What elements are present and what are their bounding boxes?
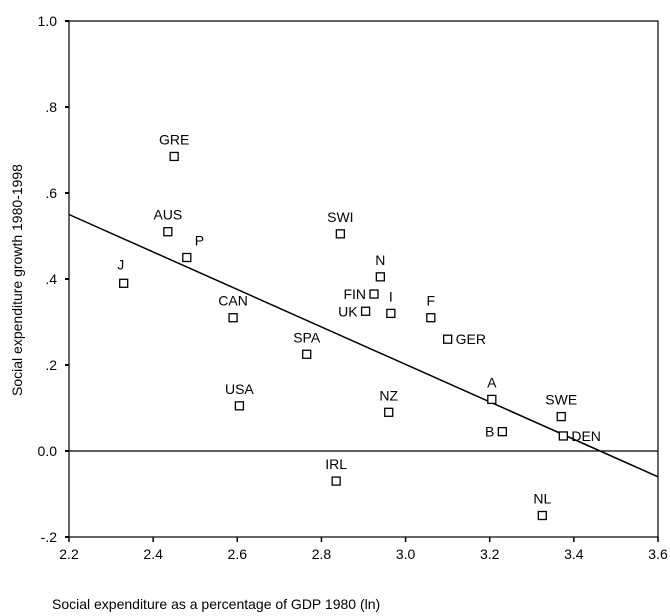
point-label-swi: SWI — [327, 209, 353, 225]
fit-line-layer — [68, 213, 659, 478]
y-tick-label: 1.0 — [38, 13, 58, 29]
point-label-nl: NL — [533, 491, 551, 507]
point-label-uk: UK — [338, 303, 358, 319]
x-tick-label: 3.2 — [480, 546, 500, 562]
data-point-nz — [384, 407, 394, 417]
data-point-b — [497, 426, 507, 437]
point-label-irl: IRL — [325, 456, 347, 472]
x-tick-label: 3.4 — [564, 546, 584, 562]
plot-frame — [68, 20, 659, 538]
data-point-nl — [537, 510, 547, 521]
y-axis-title: Social expenditure growth 1980-1998 — [9, 164, 25, 396]
data-point-swi — [335, 229, 346, 239]
y-tick-label: 0.0 — [38, 443, 58, 459]
data-point-irl — [331, 476, 341, 486]
point-label-can: CAN — [218, 293, 248, 309]
x-axis-title: Social expenditure as a percentage of GD… — [52, 596, 380, 612]
x-tick-label: 2.6 — [228, 546, 248, 562]
regression-line — [68, 213, 659, 478]
point-label-aus: AUS — [153, 207, 182, 223]
data-point-fin — [369, 289, 379, 299]
point-label-nz: NZ — [379, 387, 398, 403]
point-label-b: B — [485, 424, 494, 440]
x-tick-label: 2.4 — [143, 546, 163, 562]
x-tick-label: 2.2 — [59, 546, 79, 562]
y-tick-label: .8 — [45, 99, 57, 115]
point-label-j: J — [117, 256, 124, 272]
data-point-spa — [302, 349, 312, 359]
data-point-f — [426, 313, 436, 323]
x-axis-ticks: 2.2 2.4 2.6 2.8 3.0 3.2 3.4 3.6 — [59, 537, 668, 562]
point-label-i: I — [389, 288, 393, 304]
y-axis-ticks: -.2 0.0 .2 .4 .6 .8 1.0 — [38, 13, 69, 545]
x-tick-label: 2.8 — [312, 546, 332, 562]
data-point-can — [228, 313, 238, 323]
point-label-usa: USA — [225, 381, 254, 397]
y-tick-label: .2 — [45, 357, 57, 373]
data-point-aus — [163, 227, 173, 237]
data-point-swe — [556, 411, 566, 422]
data-point-p — [182, 252, 192, 263]
data-point-j — [119, 278, 129, 288]
data-point-n — [375, 272, 385, 282]
point-label-p: P — [195, 233, 204, 249]
x-tick-label: 3.6 — [648, 546, 668, 562]
data-point-uk — [360, 306, 371, 316]
point-label-f: F — [427, 293, 436, 309]
point-label-swe: SWE — [545, 392, 577, 408]
point-label-gre: GRE — [159, 131, 189, 147]
point-label-den: DEN — [571, 428, 601, 444]
point-label-ger: GER — [456, 331, 486, 347]
data-point-a — [487, 394, 497, 405]
y-tick-label: .4 — [45, 271, 57, 287]
point-label-spa: SPA — [293, 329, 321, 345]
x-tick-label: 3.0 — [396, 546, 416, 562]
point-label-a: A — [487, 374, 497, 390]
data-point-gre — [169, 151, 179, 162]
data-point-i — [386, 308, 396, 319]
y-tick-label: .6 — [45, 185, 57, 201]
point-label-fin: FIN — [343, 286, 366, 302]
data-point-ger — [442, 334, 453, 344]
data-point-den — [558, 431, 568, 441]
y-tick-label: -.2 — [41, 529, 58, 545]
point-label-n: N — [375, 252, 385, 268]
data-point-usa — [234, 401, 245, 411]
